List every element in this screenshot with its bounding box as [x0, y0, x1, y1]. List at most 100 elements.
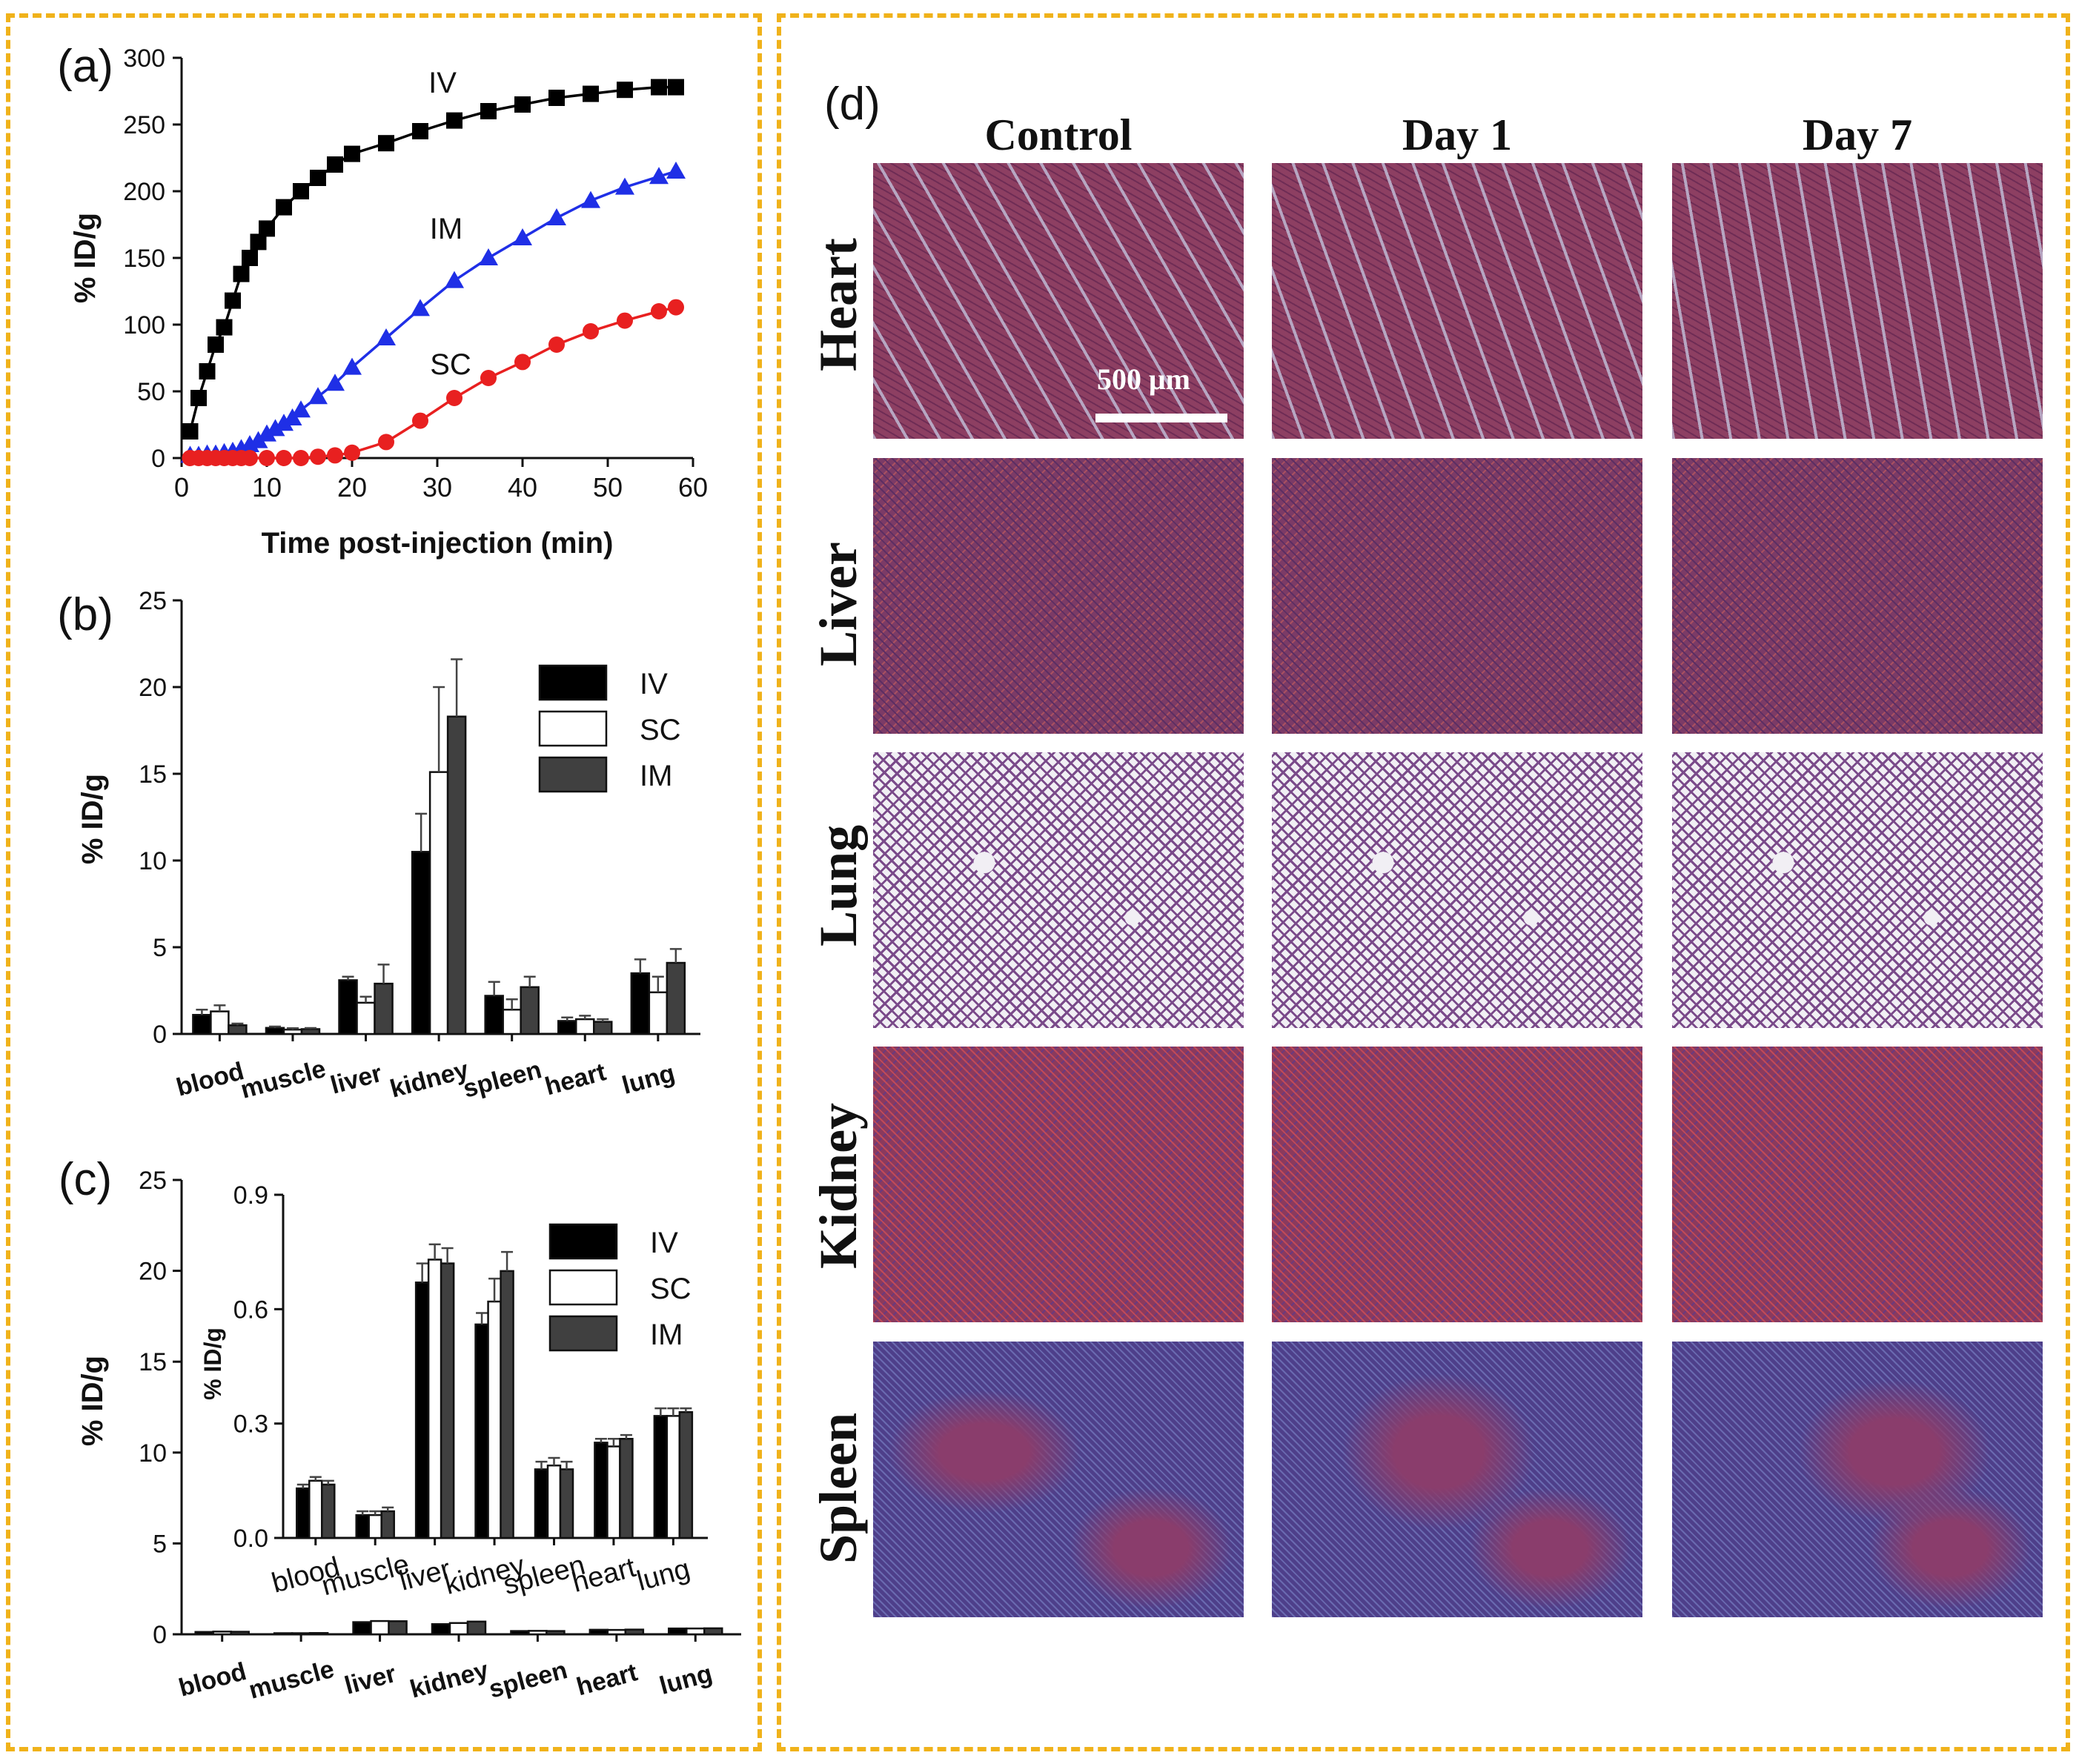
point-iv	[208, 336, 224, 353]
c-y-tick-label: 0	[153, 1621, 167, 1649]
c-category-label: heart	[574, 1658, 640, 1701]
c-inset-bar-im	[321, 1483, 336, 1539]
b-bar-im	[593, 1021, 613, 1035]
c-inset-category-label: lung	[634, 1554, 693, 1597]
c-bar-iv	[588, 1628, 609, 1636]
histology-image-kidney-0	[873, 1047, 1244, 1322]
a-y-tick-label: 0	[151, 445, 165, 473]
b-bar-sc	[356, 1001, 376, 1035]
b-bar-sc	[575, 1018, 595, 1035]
point-iv	[480, 103, 497, 119]
point-im	[666, 162, 686, 179]
b-bar-im	[374, 982, 394, 1035]
b-y-axis-label: % ID/g	[76, 774, 109, 864]
histology-image-spleen-0	[873, 1342, 1244, 1617]
histology-image-heart-2	[1672, 163, 2043, 439]
c-category-label: liver	[342, 1659, 399, 1700]
c-inset-bar-im	[559, 1468, 574, 1539]
c-inset-y-tick-label: 0.6	[233, 1296, 268, 1324]
a-y-tick-label: 50	[137, 378, 165, 406]
b-legend-swatch-im	[538, 756, 608, 793]
b-legend-label-sc: SC	[640, 714, 681, 746]
b-category-label: liver	[328, 1059, 385, 1100]
a-x-tick-label: 60	[678, 472, 708, 503]
c-inset-bar-iv	[474, 1323, 489, 1539]
a-y-tick-label: 200	[123, 178, 165, 206]
histology-row-label: Spleen	[809, 1412, 868, 1564]
panel-label-a: (a)	[57, 41, 113, 92]
point-sc	[651, 303, 667, 319]
c-bar-iv	[194, 1631, 214, 1636]
point-iv	[310, 170, 326, 186]
b-category-label: heart	[542, 1058, 609, 1101]
histology-row-label: Heart	[809, 238, 868, 371]
point-sc	[378, 434, 394, 451]
point-iv	[293, 183, 309, 199]
point-im	[513, 228, 532, 245]
c-inset-bar-iv	[414, 1281, 430, 1539]
b-bar-im	[446, 715, 467, 1035]
point-iv	[250, 233, 267, 251]
b-legend-swatch-iv	[538, 664, 608, 701]
a-annotation-iv: IV	[428, 67, 457, 99]
b-bar-sc	[502, 1008, 522, 1035]
panel-label-d: (d)	[824, 79, 881, 130]
point-sc	[446, 390, 462, 406]
c-bar-im	[624, 1628, 645, 1636]
point-sc	[583, 323, 599, 339]
panel-label-b: (b)	[57, 589, 113, 640]
point-iv	[190, 390, 207, 406]
b-legend-swatch-sc	[538, 710, 608, 747]
b-bar-iv	[630, 972, 651, 1035]
histology-image-liver-0	[873, 458, 1244, 734]
b-y-tick-label: 20	[139, 674, 167, 702]
c-inset-y-tick-label: 0.9	[233, 1181, 268, 1210]
a-x-axis-label: Time post-injection (min)	[262, 527, 614, 560]
histology-column-label: Day 1	[1402, 110, 1513, 159]
c-bar-im	[308, 1632, 329, 1636]
b-y-tick-label: 5	[153, 934, 167, 962]
point-im	[581, 190, 600, 208]
c-bar-sc	[528, 1630, 548, 1636]
b-y-tick-label: 10	[139, 847, 167, 875]
c-bar-im	[546, 1630, 566, 1636]
c-bar-sc	[212, 1631, 232, 1636]
c-bar-im	[466, 1620, 487, 1636]
c-category-label: spleen	[486, 1656, 571, 1704]
point-iv	[378, 135, 394, 152]
a-annotation-sc: SC	[430, 348, 471, 381]
c-inset-bar-sc	[308, 1479, 323, 1539]
point-iv	[583, 85, 599, 102]
c-bar-sc	[686, 1627, 706, 1636]
b-legend-label-iv: IV	[640, 668, 668, 700]
point-iv	[182, 423, 199, 440]
a-annotation-im: IM	[430, 213, 462, 245]
c-legend-label-sc: SC	[650, 1273, 692, 1305]
b-y-tick-label: 25	[139, 587, 167, 615]
point-iv	[412, 123, 428, 139]
histology-image-kidney-2	[1672, 1047, 2043, 1322]
c-inset-bar-sc	[368, 1513, 382, 1539]
c-legend-swatch-im	[548, 1315, 618, 1352]
panel-label-c: (c)	[59, 1154, 112, 1205]
point-iv	[668, 79, 684, 96]
b-category-label: blood	[173, 1057, 247, 1102]
b-category-label: lung	[619, 1059, 677, 1100]
point-iv	[242, 250, 258, 266]
a-x-tick-label: 30	[422, 472, 452, 503]
a-y-axis-label: % ID/g	[69, 213, 102, 303]
c-inset-y-tick-label: 0.3	[233, 1410, 268, 1439]
c-category-label: lung	[657, 1659, 715, 1700]
c-inset-bar-iv	[653, 1415, 669, 1539]
series-iv	[182, 79, 684, 440]
right-panel-frame	[777, 13, 2070, 1751]
c-legend-label-im: IM	[650, 1319, 683, 1351]
b-bar-im	[666, 961, 686, 1035]
c-y-tick-label: 5	[153, 1530, 167, 1558]
c-inset-bar-sc	[546, 1465, 562, 1539]
c-inset-y-axis-label: % ID/g	[199, 1327, 226, 1400]
c-bar-iv	[352, 1621, 372, 1636]
c-inset-bar-sc	[606, 1445, 621, 1539]
point-iv	[259, 220, 275, 237]
b-y-tick-label: 15	[139, 760, 167, 789]
